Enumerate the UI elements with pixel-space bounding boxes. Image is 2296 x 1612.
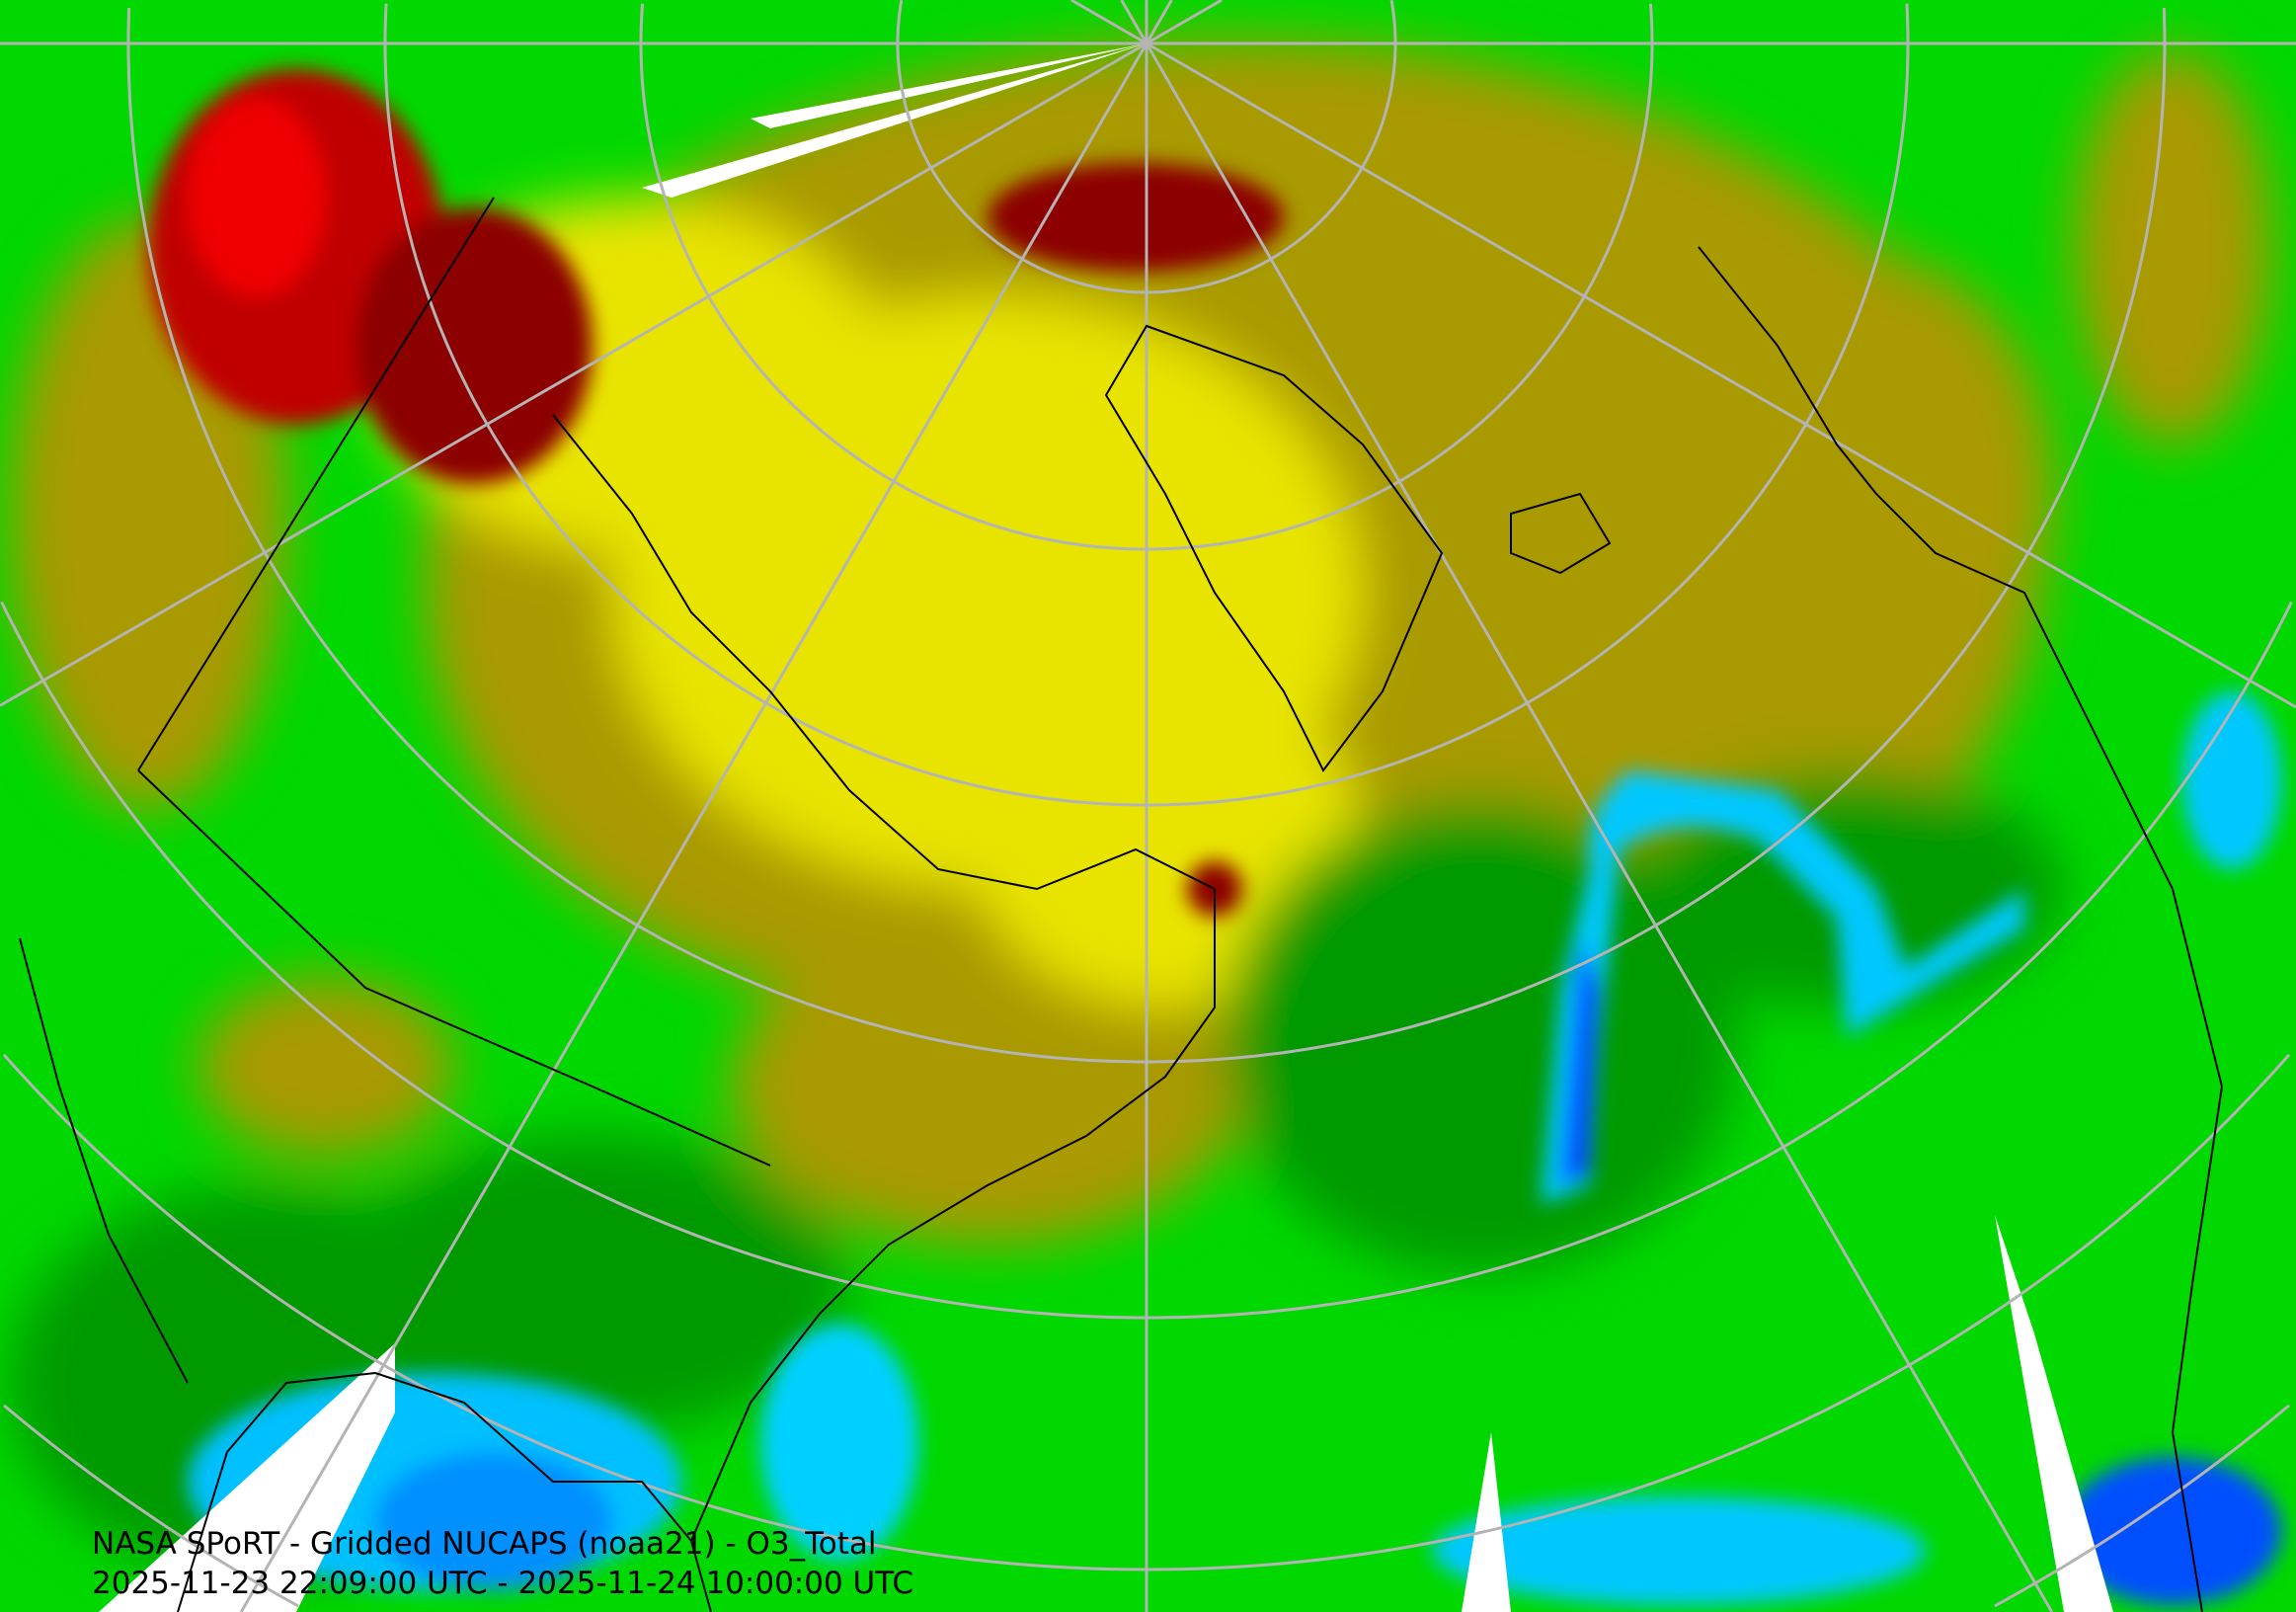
- iceland: [1510, 492, 1612, 575]
- time-range: 2025-11-23 22:09:00 UTC - 2025-11-24 10:…: [92, 1566, 913, 1601]
- europe-coast: [1698, 246, 2224, 1612]
- meridian-line: [1146, 41, 2296, 709]
- blue-band-atlantic: [1560, 938, 1600, 1185]
- olive-region-rockies: [198, 978, 454, 1156]
- latitude-circle: [896, 0, 1397, 294]
- meridian-line: [1146, 0, 1223, 45]
- latitude-circle: [0, 601, 2293, 1320]
- meridian-line: [1145, 0, 1173, 44]
- latitude-circle: [383, 3, 1910, 807]
- olive-region-east: [731, 928, 1244, 1245]
- meridian-line: [0, 41, 1148, 707]
- east-coast: [552, 414, 1216, 1542]
- product-title: NASA SPoRT - Gridded NUCAPS (noaa21) - O…: [92, 1526, 877, 1562]
- alaska-border: [137, 197, 495, 771]
- olive-region-russia: [2074, 49, 2271, 444]
- dark-red-yukon: [356, 207, 593, 484]
- latitude-circle: [126, 7, 2167, 1064]
- gulf-coast: [177, 1371, 712, 1612]
- cyan-region-caribbean: [760, 1324, 918, 1561]
- no-data-wedge-pole-2: [751, 43, 1147, 128]
- no-data-wedge-east: [1995, 1215, 2113, 1612]
- latitude-circle: [3, 1404, 2290, 1608]
- coastlines: [19, 197, 2224, 1612]
- no-data-wedge-atlantic: [1462, 1432, 1511, 1612]
- latitude-circle: [2, 1053, 2291, 1572]
- dark-green-us: [336, 1136, 849, 1432]
- meridian-line: [1145, 42, 2054, 1612]
- blue-region-africa: [2064, 1457, 2281, 1605]
- cyan-region-south: [1432, 1496, 1926, 1605]
- latitude-circle: [639, 3, 1654, 551]
- greenland: [1104, 324, 1444, 772]
- blue-region-gulf: [375, 1452, 612, 1590]
- dark-red-arctic: [988, 163, 1284, 272]
- bright-red-core: [188, 99, 326, 296]
- meridian-line: [1070, 0, 1148, 45]
- meridian-line: [239, 42, 1148, 1612]
- cyan-region-east: [2182, 691, 2281, 869]
- meridian-line: [1120, 0, 1148, 44]
- west-coast: [19, 937, 189, 1384]
- no-data-wedge-pole: [642, 43, 1147, 198]
- us-canada-border: [137, 769, 771, 1167]
- no-data-wedges: [99, 43, 2113, 1612]
- no-data-wedge-gulf: [99, 1343, 395, 1612]
